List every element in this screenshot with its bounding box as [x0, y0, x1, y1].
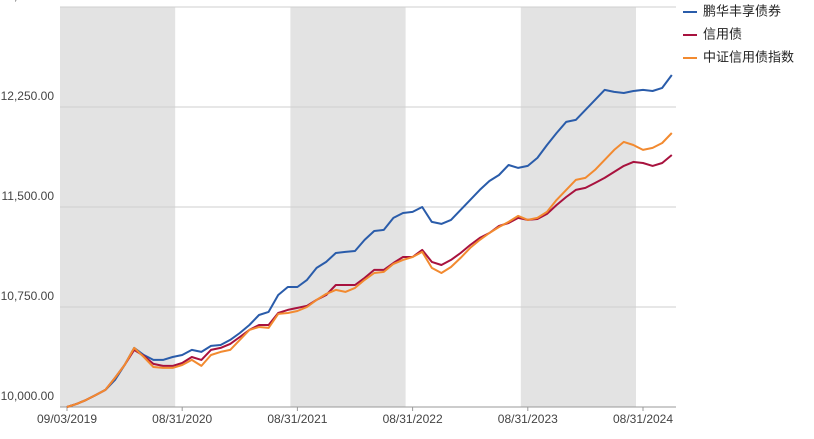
- y-tick-label: 10,000.00: [1, 389, 55, 403]
- x-tick-label: 08/31/2023: [498, 412, 558, 426]
- x-tick-label: 08/31/2020: [152, 412, 212, 426]
- legend-label: 信用债: [703, 26, 742, 41]
- series-line: [66, 154, 673, 408]
- legend-label: 鹏华丰享债券: [703, 3, 781, 18]
- series-line: [66, 74, 673, 408]
- y-tick-label: 11,500.00: [2, 189, 55, 203]
- series-line: [66, 132, 673, 408]
- y-tick-label: 12,250.00: [1, 89, 55, 103]
- x-tick-label: 08/31/2022: [383, 412, 443, 426]
- x-tick-label: 08/31/2024: [613, 412, 673, 426]
- y-tick-label: 13,000.00: [1, 0, 55, 3]
- y-tick-label: 10,750.00: [1, 289, 55, 303]
- legend-label: 中证信用债指数: [703, 49, 794, 64]
- x-tick-label: 09/03/2019: [37, 412, 97, 426]
- x-tick-label: 08/31/2021: [267, 412, 327, 426]
